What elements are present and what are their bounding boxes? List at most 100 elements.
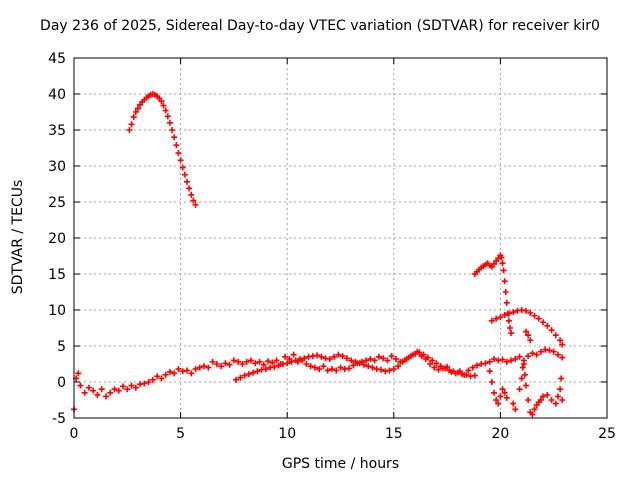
data-point (250, 369, 257, 376)
data-point (548, 327, 555, 334)
data-point (201, 363, 208, 370)
data-point (540, 319, 547, 326)
data-point (164, 113, 171, 120)
data-point (557, 337, 564, 344)
data-point (506, 325, 513, 331)
data-point (554, 393, 561, 400)
data-point (290, 351, 297, 358)
series-early-arc (126, 91, 199, 208)
series-main-band (71, 346, 566, 413)
data-point (356, 360, 363, 367)
data-point (265, 358, 272, 365)
data-point (260, 361, 267, 368)
data-point (403, 355, 410, 362)
data-point (288, 358, 295, 365)
data-point (522, 307, 529, 314)
data-point (320, 363, 327, 370)
data-point (149, 376, 156, 383)
x-tick-label: 25 (598, 426, 616, 442)
data-point (548, 397, 555, 403)
data-point (128, 382, 135, 389)
data-point (77, 382, 84, 389)
data-point (175, 150, 182, 157)
x-tick-label: 20 (491, 426, 509, 442)
data-point (141, 380, 148, 387)
data-point (499, 386, 506, 393)
data-point (550, 348, 557, 355)
data-point (183, 178, 190, 185)
data-point (233, 376, 240, 383)
data-point (130, 114, 137, 121)
data-point (552, 400, 559, 407)
data-point (380, 355, 387, 362)
data-point (493, 315, 500, 322)
data-point (375, 353, 382, 360)
data-point (388, 353, 395, 360)
plot-border (73, 57, 608, 419)
y-tick-label: 45 (48, 51, 66, 67)
data-point (175, 366, 182, 373)
data-point (335, 351, 342, 358)
data-point (350, 362, 357, 369)
data-point (390, 366, 397, 373)
data-point (271, 363, 278, 370)
data-point (171, 370, 178, 377)
data-point (469, 364, 476, 371)
data-point (522, 328, 529, 335)
data-point (303, 361, 310, 367)
data-point (239, 361, 246, 367)
data-point (218, 363, 225, 370)
data-point (241, 372, 248, 379)
data-point (520, 361, 527, 367)
series-late-scatter (486, 328, 566, 418)
data-point (510, 400, 517, 407)
data-point (559, 354, 566, 361)
data-point (559, 397, 566, 403)
y-tick-label: 5 (57, 339, 66, 355)
data-point (435, 366, 442, 373)
data-point (482, 360, 489, 367)
data-point (292, 357, 299, 364)
data-point (518, 375, 525, 382)
data-point (179, 164, 186, 171)
data-point (499, 356, 506, 363)
data-point (407, 353, 414, 360)
data-point (498, 254, 505, 261)
data-point (525, 397, 532, 403)
data-point (188, 370, 195, 377)
data-point (173, 142, 180, 149)
data-point (269, 359, 276, 366)
data-point (508, 357, 515, 364)
data-point (502, 289, 509, 295)
series-late-mid (488, 307, 566, 348)
data-point (497, 314, 504, 321)
data-point (318, 353, 325, 360)
data-point (510, 309, 517, 316)
data-point (529, 350, 536, 357)
data-point (533, 351, 540, 358)
data-point (158, 375, 165, 382)
data-point (450, 368, 457, 375)
data-point (134, 105, 141, 112)
data-point (339, 353, 346, 360)
data-point (275, 362, 282, 369)
data-point (171, 134, 178, 141)
data-point (252, 360, 259, 367)
series-upper-band (233, 349, 478, 383)
data-point (324, 367, 331, 374)
data-point (525, 332, 532, 339)
data-point (192, 201, 199, 208)
data-point (273, 357, 280, 364)
data-point (282, 353, 289, 360)
data-point (75, 370, 82, 377)
data-point (311, 364, 318, 371)
data-point (243, 358, 250, 365)
chart-title: Day 236 of 2025, Sidereal Day-to-day VTE… (40, 18, 600, 34)
data-point (166, 119, 173, 126)
data-point (363, 357, 370, 364)
y-tick-label: 0 (57, 375, 66, 391)
data-point (471, 372, 478, 379)
data-point (544, 391, 551, 398)
series-late-high (471, 252, 515, 337)
data-point (491, 355, 498, 362)
